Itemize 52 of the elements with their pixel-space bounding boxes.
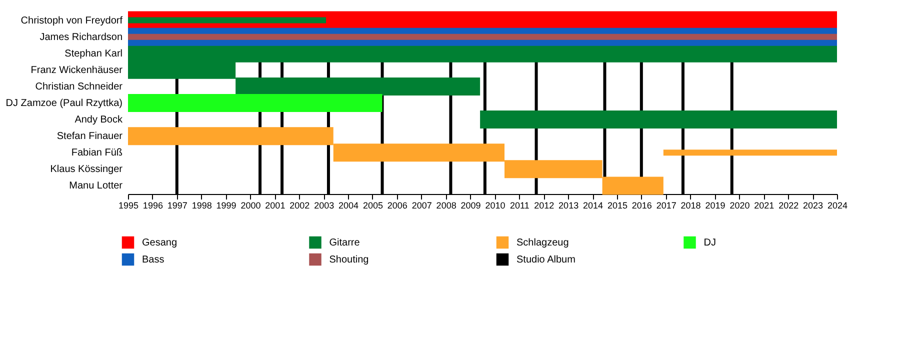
x-tick-label: 2023 (803, 200, 824, 210)
x-tick-label: 1995 (118, 200, 139, 210)
x-tick-label: 1998 (192, 200, 212, 210)
x-tick-label: 2003 (314, 200, 334, 210)
legend-label: Shouting (329, 254, 369, 266)
x-tick-label: 2014 (583, 200, 604, 210)
y-tick-label: James Richardson (40, 32, 122, 43)
x-tick-label: 2021 (754, 200, 774, 210)
legend-label: Gesang (142, 238, 178, 248)
bar (128, 34, 837, 40)
y-tick-label: Fabian Füß (71, 148, 122, 159)
x-tick-label: 2013 (558, 200, 579, 210)
y-tick-label: Franz Wickenhäuser (30, 64, 124, 76)
x-tick-label: 1999 (216, 200, 236, 210)
y-tick-label: Stephan Karl (64, 48, 122, 60)
x-tick-label: 2022 (778, 200, 799, 210)
x-tick-label: 2016 (632, 200, 652, 210)
x-tick-label: 2020 (730, 200, 750, 210)
x-tick-label: 2007 (412, 200, 432, 210)
x-tick-label: 2011 (510, 200, 530, 210)
bar (663, 150, 837, 156)
x-tick-label: 2015 (607, 200, 628, 210)
x-tick-label: 2002 (290, 200, 310, 210)
x-tick-label: 2001 (265, 200, 286, 210)
x-tick-label: 2017 (656, 200, 676, 210)
x-tick-label: 1997 (167, 200, 188, 210)
y-tick-label: Christian Schneider (35, 81, 124, 92)
legend-label: Studio Album (516, 254, 576, 266)
y-tick-label: Manu Lotter (69, 180, 124, 192)
x-tick-label: 2010 (485, 200, 506, 210)
legend-label: Bass (142, 254, 164, 266)
x-tick-label: 2000 (240, 200, 261, 210)
x-tick-label: 2004 (338, 200, 359, 210)
x-tick-label: 2018 (680, 200, 701, 210)
legend-label: Schlagzeug (516, 238, 569, 248)
x-tick-label: 1996 (142, 200, 163, 210)
x-tick-label: 2005 (362, 200, 383, 210)
y-tick-label: Stefan Finauer (56, 131, 124, 142)
y-tick-label: Andy Bock (74, 114, 124, 126)
y-tick-label: Klaus Kössinger (50, 164, 124, 176)
bar (128, 94, 382, 112)
bar (480, 110, 837, 129)
legend-label: Gitarre (329, 238, 360, 248)
legend-label: DJ (704, 238, 716, 248)
x-tick-label: 2008 (436, 200, 456, 210)
y-tick-label: Christoph von Freydorf (20, 15, 123, 26)
x-tick-label: 2024 (827, 200, 848, 210)
x-tick-label: 2006 (387, 200, 408, 210)
x-tick-label: 2012 (534, 200, 554, 210)
x-tick-label: 2009 (460, 200, 481, 210)
y-tick-label: DJ Zamzoe (Paul Rzyttka) (6, 98, 122, 109)
x-tick-label: 2019 (705, 200, 726, 210)
